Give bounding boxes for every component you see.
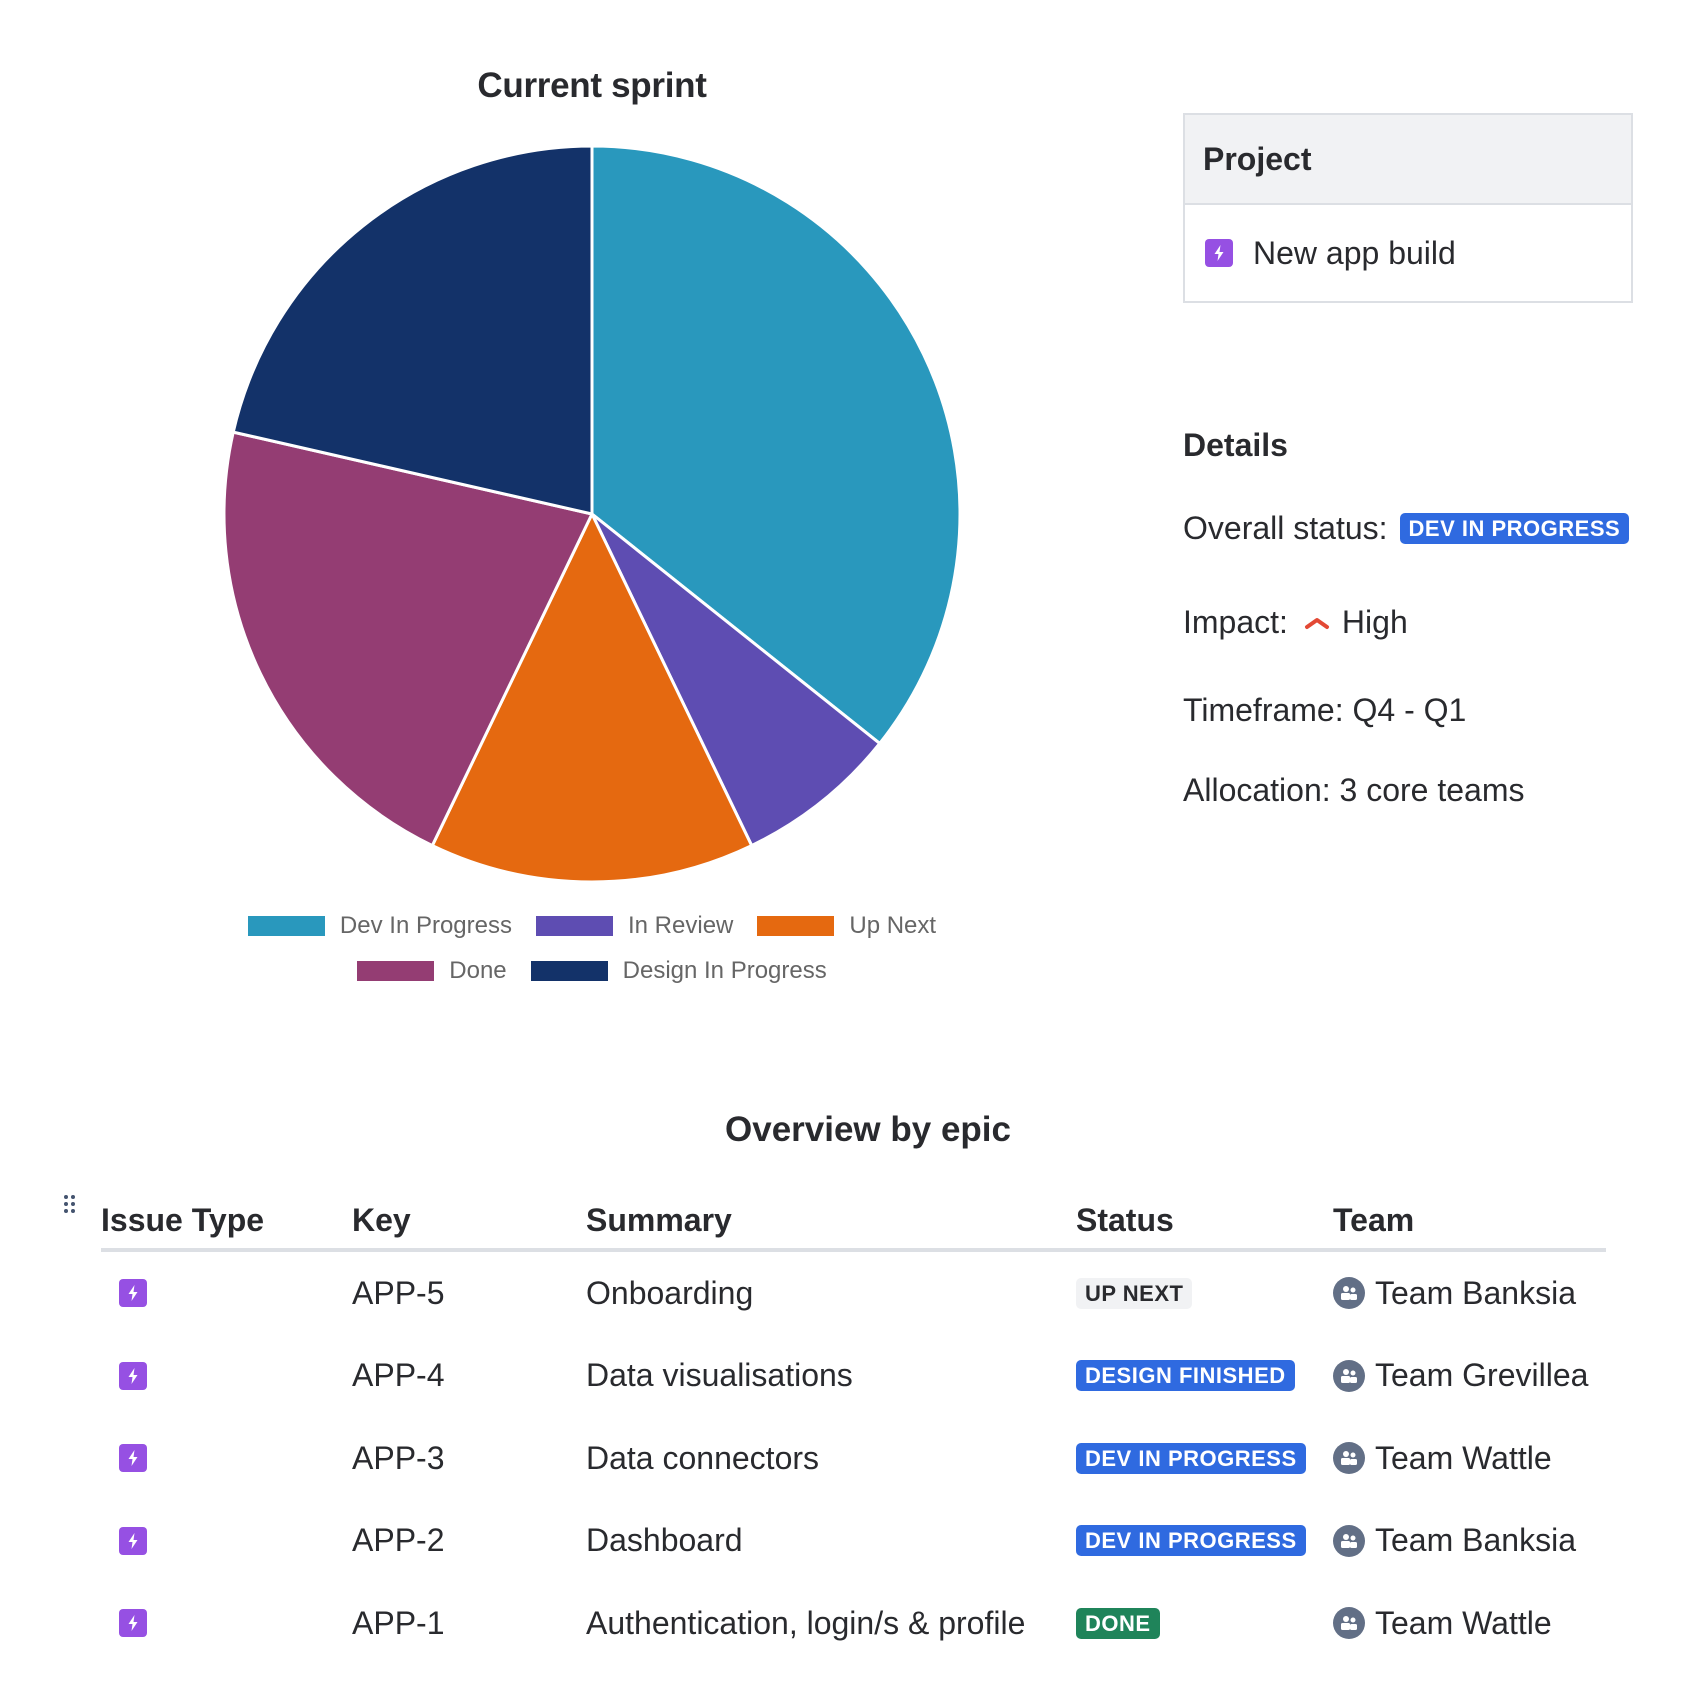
issue-summary-link[interactable]: Authentication, login/s & profile [586, 1604, 1026, 1641]
team-cell[interactable]: Team Wattle [1333, 1605, 1606, 1642]
table-row[interactable]: APP-5 Onboarding UP NEXT Team Banksia [101, 1252, 1606, 1335]
issue-type-cell [101, 1279, 352, 1308]
status-badge: DONE [1076, 1607, 1160, 1639]
issue-type-cell [101, 1526, 352, 1555]
issue-key-link[interactable]: APP-2 [352, 1522, 445, 1559]
table-body: APP-5 Onboarding UP NEXT Team Banksia AP… [101, 1252, 1606, 1665]
legend-label: Done [449, 956, 507, 984]
epic-table: Issue Type Key Summary Status Team APP-5… [101, 1193, 1606, 1665]
issue-summary-link[interactable]: Dashboard [586, 1522, 743, 1559]
status-badge: DEV IN PROGRESS [1076, 1442, 1306, 1474]
legend-swatch [530, 960, 608, 981]
drag-handle-icon[interactable] [62, 1193, 78, 1215]
legend-swatch [536, 915, 613, 936]
team-name: Team Banksia [1375, 1522, 1576, 1559]
legend-item-design-in-progress[interactable]: Design In Progress [530, 956, 827, 985]
table-row[interactable]: APP-2 Dashboard DEV IN PROGRESS Team Ban… [101, 1500, 1606, 1583]
status-badge: DEV IN PROGRESS [1076, 1525, 1306, 1557]
team-name: Team Grevillea [1375, 1357, 1589, 1394]
epic-lightning-icon [119, 1361, 147, 1390]
epic-lightning-icon [1205, 239, 1233, 267]
overall-status-label: Overall status: [1183, 510, 1388, 546]
status-badge: DESIGN FINISHED [1076, 1360, 1295, 1392]
status-cell: DEV IN PROGRESS [1076, 1442, 1333, 1474]
legend-label: Dev In Progress [339, 911, 512, 939]
legend-swatch [247, 915, 325, 936]
epic-lightning-icon [119, 1279, 147, 1308]
pie-slice-done[interactable] [222, 430, 594, 848]
column-header-status[interactable]: Status [1076, 1202, 1174, 1238]
status-cell: DONE [1076, 1607, 1333, 1639]
pie-slice-dev-in-progress[interactable] [590, 144, 962, 745]
project-card: Project New app build [1183, 113, 1633, 303]
column-header-issue-type[interactable]: Issue Type [101, 1202, 265, 1238]
status-cell: DEV IN PROGRESS [1076, 1525, 1333, 1557]
legend-swatch [357, 960, 435, 981]
issue-type-cell [101, 1444, 352, 1473]
status-cell: UP NEXT [1076, 1277, 1333, 1309]
overall-status-row: Overall status: DEV IN PROGRESS [1183, 510, 1630, 547]
column-header-key[interactable]: Key [352, 1202, 411, 1238]
project-card-header: Project [1185, 115, 1631, 205]
legend-label: Up Next [849, 911, 937, 939]
table-title: Overview by epic [725, 1110, 1011, 1149]
team-icon [1333, 1359, 1365, 1392]
team-cell[interactable]: Team Banksia [1333, 1522, 1606, 1559]
pie-slice-design-in-progress[interactable] [231, 144, 594, 516]
issue-key-link[interactable]: APP-5 [352, 1274, 445, 1311]
issue-key-link[interactable]: APP-1 [352, 1604, 445, 1641]
team-cell[interactable]: Team Grevillea [1333, 1357, 1606, 1394]
team-icon [1333, 1442, 1365, 1475]
impact-value: High [1341, 604, 1408, 640]
table-header-row: Issue Type Key Summary Status Team [101, 1193, 1606, 1252]
team-name: Team Banksia [1375, 1274, 1576, 1311]
issue-summary-link[interactable]: Data connectors [586, 1439, 820, 1476]
chevron-up-icon [1304, 616, 1330, 630]
epic-lightning-icon [119, 1609, 147, 1638]
legend-item-dev-in-progress[interactable]: Dev In Progress [247, 911, 512, 940]
pie-slice-in-review[interactable] [590, 512, 882, 848]
project-name: New app build [1253, 234, 1456, 271]
issue-key-link[interactable]: APP-4 [352, 1357, 445, 1394]
team-icon [1333, 1277, 1365, 1310]
legend-label: In Review [628, 911, 734, 939]
epic-lightning-icon [119, 1526, 147, 1555]
table-row[interactable]: APP-4 Data visualisations DESIGN FINISHE… [101, 1335, 1606, 1418]
pie-slice-up-next[interactable] [430, 512, 754, 884]
chart-legend: Dev In Progress In Review Up Next Done D… [0, 903, 1184, 993]
overall-status-badge: DEV IN PROGRESS [1399, 513, 1630, 544]
table-row[interactable]: APP-3 Data connectors DEV IN PROGRESS Te… [101, 1417, 1606, 1500]
team-name: Team Wattle [1375, 1439, 1552, 1476]
timeframe-text: Timeframe: Q4 - Q1 [1183, 692, 1467, 728]
team-icon [1333, 1524, 1365, 1557]
issue-summary-link[interactable]: Onboarding [586, 1274, 754, 1311]
team-name: Team Wattle [1375, 1604, 1552, 1641]
legend-item-up-next[interactable]: Up Next [757, 912, 936, 940]
team-cell[interactable]: Team Banksia [1333, 1275, 1606, 1312]
column-header-summary[interactable]: Summary [586, 1202, 732, 1238]
project-link[interactable]: New app build [1185, 205, 1631, 301]
legend-item-done[interactable]: Done [357, 956, 507, 985]
issue-type-cell [101, 1609, 352, 1638]
allocation-text: Allocation: 3 core teams [1183, 772, 1525, 808]
epic-lightning-icon [119, 1444, 147, 1473]
legend-item-in-review[interactable]: In Review [536, 912, 733, 940]
team-icon [1333, 1607, 1365, 1640]
legend-swatch [757, 915, 835, 936]
team-cell[interactable]: Team Wattle [1333, 1440, 1606, 1477]
issue-summary-link[interactable]: Data visualisations [586, 1357, 853, 1394]
column-header-team[interactable]: Team [1333, 1202, 1415, 1238]
chart-title: Current sprint [477, 66, 707, 105]
status-cell: DESIGN FINISHED [1076, 1360, 1333, 1392]
legend-label: Design In Progress [622, 956, 827, 984]
impact-row: Impact: High [1183, 604, 1408, 641]
issue-key-link[interactable]: APP-3 [352, 1439, 445, 1476]
details-heading: Details [1183, 427, 1288, 463]
pie-chart [222, 144, 962, 884]
status-badge: UP NEXT [1076, 1277, 1193, 1309]
impact-label: Impact: [1183, 604, 1288, 640]
issue-type-cell [101, 1361, 352, 1390]
table-row[interactable]: APP-1 Authentication, login/s & profile … [101, 1582, 1606, 1665]
